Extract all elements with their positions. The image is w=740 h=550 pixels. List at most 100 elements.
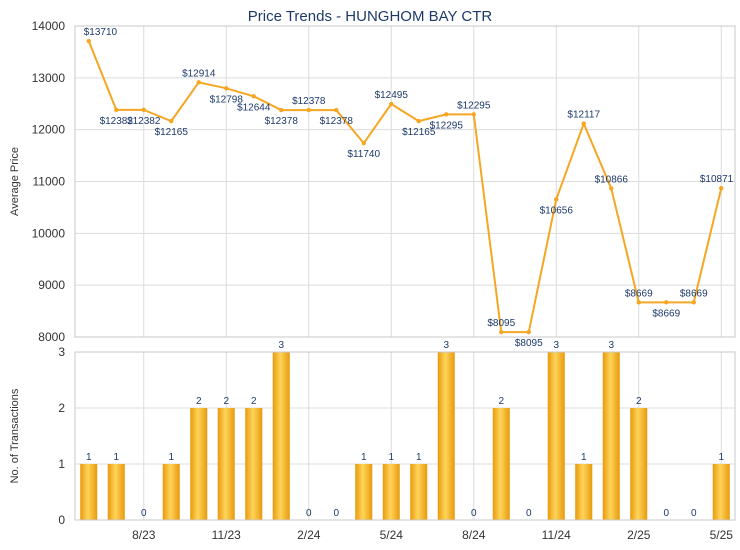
price-point	[581, 121, 586, 126]
price-point	[196, 80, 201, 85]
transaction-count-label: 0	[306, 508, 312, 519]
transaction-count-label: 0	[333, 508, 339, 519]
x-axis-tick: 5/24	[380, 528, 404, 542]
price-data-label: $12165	[155, 127, 189, 138]
price-data-label: $12165	[402, 127, 436, 138]
transactions-y-tick: 0	[58, 513, 65, 527]
transaction-count-label: 1	[113, 452, 119, 463]
x-axis-tick: 11/23	[212, 528, 241, 542]
x-axis-tick: 2/24	[297, 528, 321, 542]
transaction-bar	[382, 464, 400, 520]
transaction-bar	[630, 408, 648, 520]
price-point	[251, 94, 256, 99]
price-y-tick: 11000	[33, 175, 66, 189]
price-y-tick: 8000	[38, 330, 65, 344]
transaction-bar	[355, 464, 373, 520]
transaction-count-label: 3	[553, 340, 559, 351]
price-data-label: $8669	[652, 308, 680, 319]
chart-title: Price Trends - HUNGHOM BAY CTR	[248, 8, 493, 25]
price-data-label: $10871	[700, 174, 734, 185]
price-data-label: $10656	[540, 205, 574, 216]
price-point	[279, 107, 284, 113]
price-data-label: $12117	[567, 110, 600, 121]
price-point	[554, 197, 559, 202]
transaction-count-label: 1	[388, 452, 394, 463]
price-point	[609, 186, 614, 191]
transaction-bar	[547, 352, 565, 520]
x-axis-tick: 2/25	[627, 528, 651, 542]
price-data-label: $8095	[487, 318, 515, 329]
price-point	[169, 118, 174, 124]
transaction-count-label: 0	[663, 508, 669, 519]
price-data-label: $12644	[237, 102, 271, 113]
transaction-count-label: 3	[443, 340, 449, 351]
transaction-bar	[492, 408, 510, 520]
price-y-tick: 12000	[32, 123, 66, 137]
price-point	[224, 86, 229, 91]
x-axis-tick: 8/24	[462, 528, 486, 542]
price-point	[691, 300, 696, 305]
transactions-y-tick: 3	[58, 345, 65, 359]
price-data-label: $10866	[595, 174, 629, 185]
transaction-count-label: 0	[526, 508, 532, 519]
price-point	[526, 329, 531, 335]
price-point	[499, 329, 504, 335]
price-data-label: $11740	[347, 149, 380, 160]
transaction-count-label: 1	[416, 452, 422, 463]
transaction-bar	[410, 464, 428, 520]
price-line	[87, 40, 723, 334]
transaction-count-label: 0	[471, 508, 477, 519]
price-data-label: $12382	[127, 116, 161, 127]
x-axis-tick: 5/25	[710, 528, 734, 542]
transaction-bar	[217, 408, 235, 520]
price-data-label: $8669	[625, 288, 653, 299]
transaction-count-label: 1	[361, 452, 367, 463]
transaction-count-label: 3	[608, 340, 614, 351]
price-data-label: $12378	[265, 116, 299, 127]
x-axis-tick: 8/23	[132, 528, 156, 542]
transaction-bar	[190, 408, 208, 520]
price-data-label: $12914	[182, 68, 216, 79]
price-data-label: $13710	[84, 27, 118, 38]
price-point	[114, 107, 119, 113]
price-point	[306, 107, 311, 113]
transaction-bar	[575, 464, 593, 520]
price-data-label: $12382	[100, 116, 134, 127]
price-data-label: $8669	[680, 288, 708, 299]
transaction-count-label: 2	[498, 396, 504, 407]
price-point	[471, 112, 476, 117]
price-data-label: $8095	[515, 338, 543, 349]
price-panel: 8000 9000 10000 11000 12000 13000 14000 Average…	[9, 19, 736, 349]
transaction-bar	[437, 352, 455, 520]
transaction-bar	[107, 464, 125, 520]
price-point	[664, 300, 669, 305]
price-point	[334, 107, 339, 113]
transaction-count-label: 1	[581, 452, 587, 463]
transaction-count-label: 1	[718, 452, 724, 463]
price-point	[719, 185, 724, 191]
transaction-count-label: 2	[636, 396, 642, 407]
transactions-panel: 0 1 2 3 8/23 11/23 2/24 5/24 8/24 11/24 2/25 5/25 1 1…	[9, 340, 736, 542]
x-axis-tick: 11/24	[542, 528, 571, 542]
transaction-count-label: 1	[168, 452, 174, 463]
price-point	[141, 107, 146, 113]
price-data-label: $12495	[375, 90, 409, 101]
transactions-plot-frame	[74, 351, 736, 521]
transaction-count-label: 2	[196, 396, 202, 407]
transactions-y-tick: 2	[58, 401, 65, 415]
price-y-axis-title: Average Price	[9, 147, 21, 216]
price-point	[361, 140, 366, 146]
transaction-bar	[272, 352, 290, 520]
transactions-y-tick: 1	[58, 457, 65, 471]
price-y-tick: 14000	[32, 19, 66, 33]
transaction-count-label: 2	[223, 396, 229, 407]
price-data-label: $12295	[457, 100, 491, 111]
price-y-tick: 9000	[38, 278, 65, 292]
price-data-label: $12798	[210, 94, 244, 105]
price-data-label: $12295	[430, 120, 464, 131]
transaction-count-label: 3	[278, 340, 284, 351]
transactions-plot-area	[75, 352, 735, 520]
transaction-count-label: 0	[141, 508, 147, 519]
transaction-bar	[245, 408, 263, 520]
